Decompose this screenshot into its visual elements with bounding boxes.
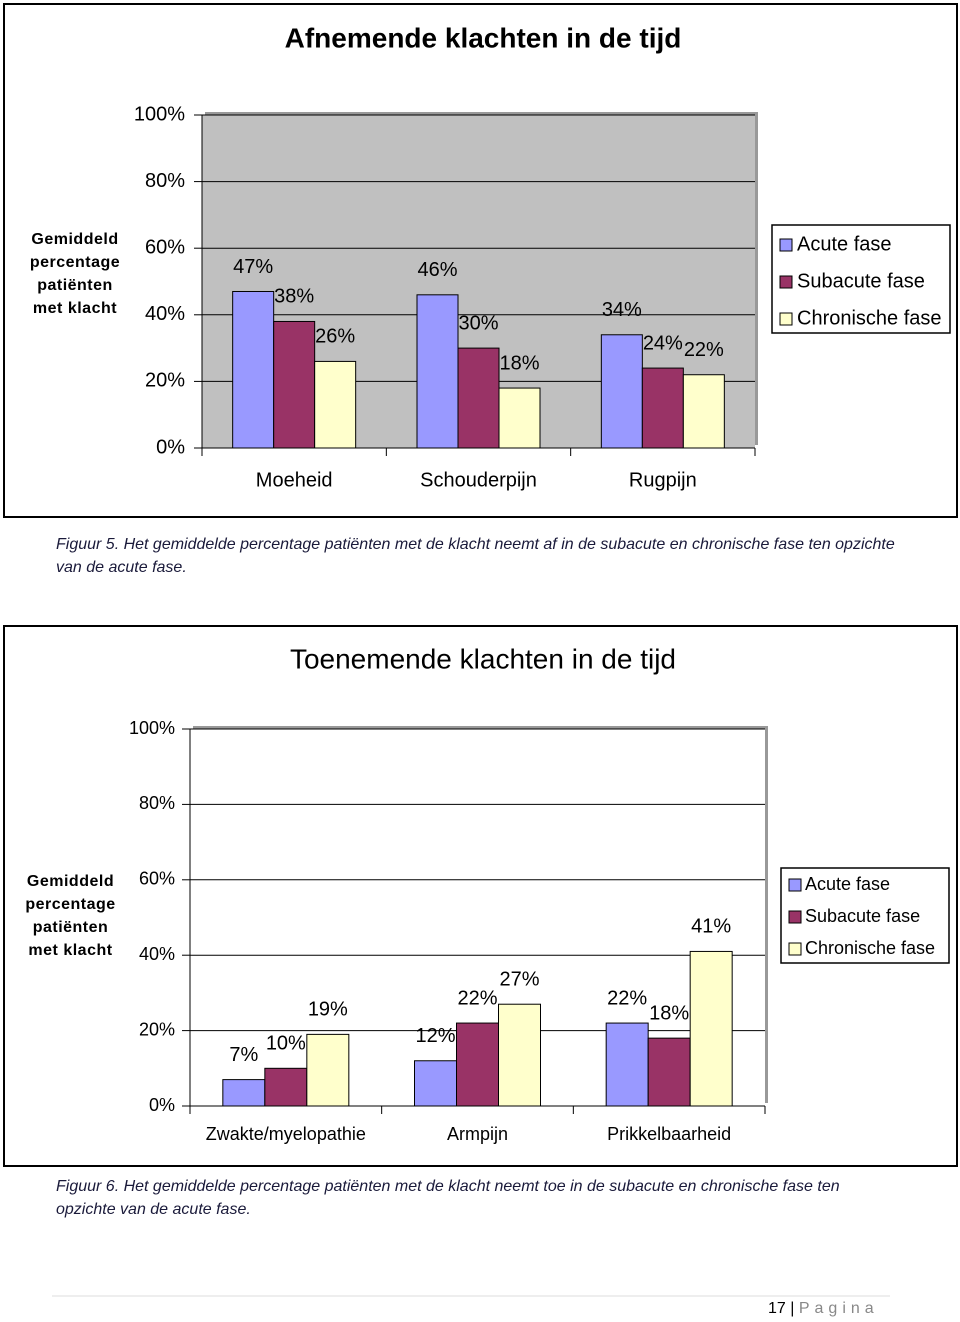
y-tick-label: 60%: [145, 236, 185, 258]
bar: [222, 1079, 266, 1107]
x-tick-label: Moeheid: [256, 469, 333, 491]
legend-swatch: [788, 910, 802, 924]
legend-label: Subacute fase: [805, 906, 920, 926]
footer: 17 | Pagina: [768, 1300, 879, 1318]
bar: [414, 1060, 457, 1107]
figure-caption: Figuur 6. Het gemiddelde percentage pati…: [56, 1178, 840, 1218]
chart: Toenemende klachten in de tijd 0% 20% 40% 60…: [3, 625, 958, 1167]
value-label: 18%: [499, 352, 539, 374]
page-number: 17: [768, 1300, 786, 1317]
bar: [498, 1003, 541, 1107]
bar: [498, 387, 541, 449]
legend-label: Acute fase: [797, 233, 892, 255]
bar: [641, 367, 684, 449]
bar: [647, 1037, 691, 1107]
value-label: 26%: [315, 326, 355, 348]
bar: [682, 374, 725, 449]
y-tick-label: 60%: [139, 869, 175, 889]
legend-frame: [771, 224, 951, 334]
value-label: 22%: [457, 987, 497, 1009]
y-tick-label: 20%: [139, 1019, 175, 1039]
bar: [264, 1067, 308, 1107]
x-tick-label: Schouderpijn: [420, 469, 537, 491]
bar: [416, 294, 459, 449]
y-tick-label: 20%: [145, 370, 185, 392]
bar: [314, 360, 357, 449]
value-label: 38%: [274, 286, 314, 308]
value-label: 47%: [233, 256, 273, 278]
y-tick-label: 40%: [145, 303, 185, 325]
chart-title: Toenemende klachten in de tijd: [290, 643, 676, 674]
legend-swatch: [779, 312, 793, 326]
y-axis-label: Gemiddeld percentage patiënten met klach…: [25, 873, 116, 959]
value-label: 10%: [266, 1033, 306, 1055]
legend-frame: [780, 867, 950, 964]
legend-swatch: [788, 942, 802, 956]
figure-caption: Figuur 5. Het gemiddelde percentage pati…: [56, 536, 895, 576]
bar: [456, 1022, 499, 1107]
y-axis-label: Gemiddeld percentage patiënten met klach…: [29, 231, 121, 317]
value-label: 22%: [684, 339, 724, 361]
chart: Afnemende klachten in de tijd 0% 20% 40% 60%…: [3, 3, 958, 518]
separator: |: [790, 1300, 795, 1317]
y-tick-label: 80%: [139, 793, 175, 813]
page-label: Pagina: [798, 1300, 879, 1317]
value-label: 19%: [308, 999, 348, 1021]
bar: [600, 334, 643, 449]
x-tick-label: Armpijn: [447, 1124, 508, 1144]
bar: [605, 1022, 649, 1107]
value-label: 18%: [649, 1002, 689, 1024]
legend-label: Chronische fase: [805, 938, 935, 958]
legend-swatch: [779, 238, 793, 252]
y-tick-label: 40%: [139, 944, 175, 964]
y-tick-label: 80%: [145, 170, 185, 192]
value-label: 7%: [229, 1044, 258, 1066]
legend-swatch: [779, 275, 793, 289]
y-tick-label: 0%: [156, 436, 185, 458]
y-tick-label: 100%: [134, 103, 185, 125]
bar: [232, 290, 275, 449]
value-label: 46%: [417, 259, 457, 281]
legend-label: Chronische fase: [797, 307, 942, 329]
legend-label: Acute fase: [805, 874, 890, 894]
x-tick-label: Prikkelbaarheid: [607, 1124, 731, 1144]
x-tick-label: Rugpijn: [629, 469, 697, 491]
value-label: 41%: [691, 916, 731, 938]
value-label: 27%: [499, 968, 539, 990]
value-label: 30%: [458, 312, 498, 334]
bar: [457, 347, 500, 449]
bar: [273, 320, 316, 449]
legend-label: Subacute fase: [797, 270, 925, 292]
legend-swatch: [788, 878, 802, 892]
chart-title: Afnemende klachten in de tijd: [285, 22, 682, 53]
value-label: 34%: [602, 299, 642, 321]
bar: [306, 1033, 350, 1107]
y-tick-label: 100%: [129, 718, 175, 738]
value-label: 12%: [415, 1025, 455, 1047]
y-tick-label: 0%: [149, 1095, 175, 1115]
bar: [689, 950, 733, 1107]
x-tick-label: Zwakte/myelopathie: [206, 1124, 366, 1144]
value-label: 22%: [607, 987, 647, 1009]
value-label: 24%: [643, 332, 683, 354]
